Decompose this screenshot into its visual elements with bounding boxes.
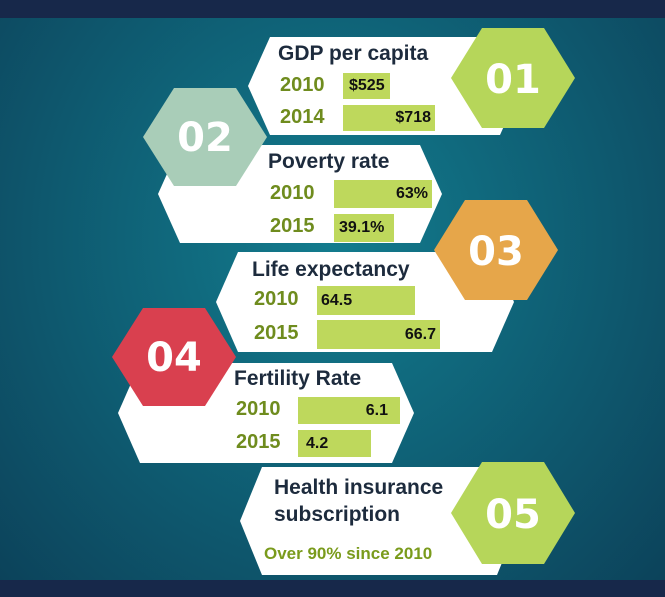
gdp-bar-2010: $525 — [343, 73, 390, 99]
poverty-bar-2015: 39.1% — [334, 214, 394, 242]
gdp-value-2010: $525 — [349, 77, 385, 94]
hexagon-05: 05 — [451, 462, 575, 564]
hexagon-01-number: 01 — [485, 57, 541, 103]
hexagon-04-shape — [112, 308, 236, 406]
hexagon-02: 02 — [143, 88, 267, 186]
hexagon-03: 03 — [434, 200, 558, 300]
life-year-2015: 2015 — [254, 322, 299, 344]
life-bar-2015: 66.7 — [317, 320, 440, 349]
fertility-value-2010: 6.1 — [365, 401, 388, 419]
hexagon-05-number: 05 — [485, 492, 541, 538]
top-band — [0, 0, 665, 18]
gdp-value-2014: $718 — [395, 109, 431, 126]
fertility-value-2015: 4.2 — [306, 434, 329, 452]
card-health — [240, 467, 519, 575]
hexagon-03-number: 03 — [468, 229, 524, 275]
hexagon-01: 01 — [451, 28, 575, 128]
gdp-year-2010: 2010 — [280, 74, 325, 96]
fertility-bar-2015: 4.2 — [298, 430, 371, 457]
fertility-title: Fertility Rate — [234, 367, 362, 390]
hexagon-01-shape — [451, 28, 575, 128]
life-bar-2010: 64.5 — [317, 286, 415, 315]
poverty-value-2015: 39.1% — [339, 219, 385, 236]
fertility-year-2010: 2010 — [236, 398, 281, 420]
gdp-title: GDP per capita — [278, 42, 429, 65]
poverty-year-2015: 2015 — [270, 215, 315, 237]
health-title-line2: subscription — [274, 503, 401, 526]
poverty-bar-2010: 63% — [334, 180, 432, 208]
fertility-year-2015: 2015 — [236, 431, 281, 453]
life-value-2010: 64.5 — [321, 291, 353, 309]
bottom-band — [0, 580, 665, 597]
poverty-value-2010: 63% — [395, 185, 428, 202]
health-title-line1: Health insurance — [274, 476, 444, 499]
hexagon-02-number: 02 — [177, 115, 233, 161]
hexagon-04-number: 04 — [146, 335, 202, 381]
gdp-bar-2014: $718 — [343, 105, 435, 131]
gdp-year-2014: 2014 — [280, 106, 325, 128]
fertility-bar-2010: 6.1 — [298, 397, 400, 424]
life-title: Life expectancy — [252, 258, 410, 281]
hexagon-02-shape — [143, 88, 267, 186]
poverty-title: Poverty rate — [268, 150, 390, 173]
hexagon-04: 04 — [112, 308, 236, 406]
life-value-2015: 66.7 — [404, 325, 436, 343]
poverty-year-2010: 2010 — [270, 182, 315, 204]
hexagon-05-shape — [451, 462, 575, 564]
health-note: Over 90% since 2010 — [264, 544, 433, 563]
life-year-2010: 2010 — [254, 288, 299, 310]
hexagon-03-shape — [434, 200, 558, 300]
